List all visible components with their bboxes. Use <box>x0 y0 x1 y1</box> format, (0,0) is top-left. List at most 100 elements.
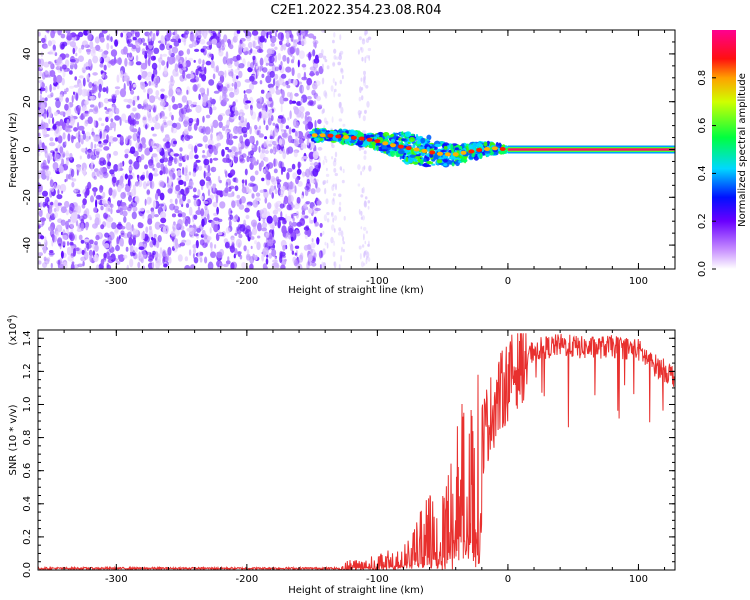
noise-speckle <box>282 43 287 51</box>
noise-speckle <box>59 111 66 116</box>
noise-speckle <box>114 39 119 47</box>
noise-speckle <box>279 203 285 209</box>
noise-speckle <box>218 218 223 223</box>
snr-scale-open: (x10 <box>8 323 19 346</box>
noise-speckle <box>250 175 256 182</box>
noise-speckle <box>64 88 67 93</box>
noise-speckle <box>118 177 124 184</box>
sparse-noise-speckle <box>363 155 367 160</box>
signal-peak <box>335 134 342 139</box>
noise-speckle <box>192 84 198 92</box>
noise-speckle <box>276 30 278 33</box>
noise-speckle <box>304 189 309 197</box>
noise-speckle <box>250 219 258 227</box>
noise-speckle <box>144 236 150 243</box>
noise-speckle <box>176 193 180 199</box>
noise-speckle <box>294 121 300 128</box>
signal-blob <box>462 156 465 163</box>
noise-speckle <box>171 95 176 103</box>
noise-speckle <box>67 102 70 112</box>
noise-speckle <box>145 226 149 233</box>
noise-speckle <box>243 90 246 94</box>
noise-speckle <box>73 189 77 194</box>
noise-speckle <box>225 109 232 116</box>
noise-speckle <box>129 150 135 154</box>
noise-speckle <box>183 113 186 119</box>
noise-speckle <box>129 120 136 126</box>
noise-speckle <box>244 104 249 110</box>
noise-speckle <box>183 167 188 177</box>
noise-speckle <box>93 254 99 263</box>
noise-speckle <box>306 84 310 91</box>
noise-speckle <box>194 48 200 53</box>
noise-speckle <box>56 202 62 206</box>
sparse-noise-speckle <box>321 77 324 85</box>
sparse-noise-speckle <box>333 193 336 197</box>
noise-speckle <box>62 151 66 158</box>
noise-speckle <box>197 206 201 213</box>
noise-speckle <box>97 217 101 225</box>
noise-speckle <box>282 54 287 62</box>
sparse-noise-speckle <box>338 118 343 122</box>
noise-speckle <box>177 213 183 218</box>
noise-speckle <box>234 151 238 157</box>
noise-speckle <box>256 69 260 77</box>
noise-speckle <box>183 120 189 125</box>
noise-speckle <box>306 138 310 146</box>
signal-blob <box>390 133 395 137</box>
noise-speckle <box>67 255 74 262</box>
noise-speckle <box>236 75 239 80</box>
noise-speckle <box>209 158 213 164</box>
noise-speckle <box>226 84 230 89</box>
sparse-noise-speckle <box>333 32 336 38</box>
noise-speckle <box>249 183 256 187</box>
sparse-noise-speckle <box>340 230 344 237</box>
noise-speckle <box>149 95 156 103</box>
noise-speckle <box>266 32 269 39</box>
noise-speckle <box>39 217 47 222</box>
noise-speckle <box>275 85 279 91</box>
noise-speckle <box>235 178 239 184</box>
noise-speckle <box>234 81 238 90</box>
noise-speckle <box>77 107 81 114</box>
noise-speckle <box>159 100 166 107</box>
sparse-noise-speckle <box>364 196 368 200</box>
noise-speckle <box>249 135 255 144</box>
noise-speckle <box>57 189 60 195</box>
noise-speckle <box>269 30 276 34</box>
noise-speckle <box>261 227 268 232</box>
sparse-noise-speckle <box>368 165 372 172</box>
noise-speckle <box>38 225 41 229</box>
noise-speckle <box>276 208 282 212</box>
noise-speckle <box>259 215 263 219</box>
noise-speckle <box>258 125 262 130</box>
sparse-noise-speckle <box>361 188 364 194</box>
noise-speckle <box>132 246 137 254</box>
noise-speckle <box>309 66 316 71</box>
sparse-noise-speckle <box>334 81 337 86</box>
sparse-noise-speckle <box>326 242 329 249</box>
noise-speckle <box>64 103 69 111</box>
noise-speckle <box>212 119 219 129</box>
sparse-noise-speckle <box>366 101 370 108</box>
noise-speckle <box>38 31 41 37</box>
noise-speckle <box>241 179 245 184</box>
noise-speckle <box>70 134 74 144</box>
sparse-noise-speckle <box>340 68 344 74</box>
signal-blob <box>313 137 320 142</box>
signal-blob <box>376 145 379 152</box>
noise-speckle <box>249 96 254 106</box>
signal-blob <box>390 138 396 143</box>
noise-speckle <box>61 158 65 167</box>
noise-speckle <box>114 228 119 234</box>
noise-speckle <box>64 141 67 146</box>
signal-blob <box>355 142 363 146</box>
noise-speckle <box>205 176 211 182</box>
noise-speckle <box>267 162 274 169</box>
noise-speckle <box>99 185 104 191</box>
noise-speckle <box>173 40 180 47</box>
noise-speckle <box>133 228 139 235</box>
noise-speckle <box>49 205 53 210</box>
sparse-noise-speckle <box>333 90 336 98</box>
noise-speckle <box>229 44 234 50</box>
